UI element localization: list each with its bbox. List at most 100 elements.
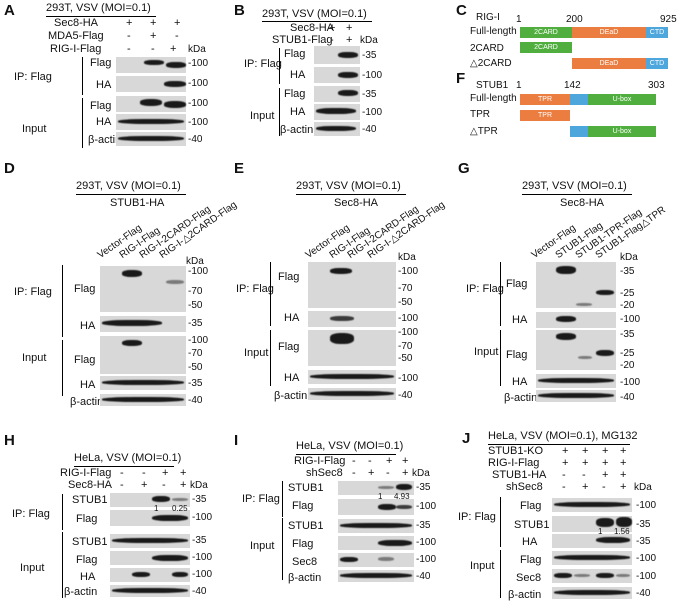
domain-ctd: CTD xyxy=(646,58,668,69)
band xyxy=(132,572,150,577)
residue-label: 200 xyxy=(566,14,583,25)
quant-value: 1.56 xyxy=(614,527,630,536)
sign: - xyxy=(127,43,131,55)
marker: -20 xyxy=(620,360,635,371)
band xyxy=(596,518,614,527)
panel-letter: E xyxy=(234,160,245,177)
blot-label: Flag xyxy=(278,271,300,283)
domain-linker xyxy=(570,126,588,137)
band xyxy=(538,378,614,383)
ip-label: IP: Flag xyxy=(458,511,496,523)
band xyxy=(596,290,614,295)
band xyxy=(122,270,142,277)
sign: - xyxy=(386,467,390,479)
band xyxy=(102,320,162,326)
blot-label: STUB1 xyxy=(288,482,324,494)
row-label: STUB1-HA xyxy=(492,469,547,481)
sign: + xyxy=(620,457,627,469)
band xyxy=(396,505,412,509)
band xyxy=(164,101,186,108)
row-label: RIG-I-Flag xyxy=(488,457,540,469)
panel-letter: C xyxy=(456,2,467,19)
band xyxy=(310,391,394,396)
panel-title: 293T, VSV (MOI=0.1) xyxy=(46,2,151,14)
sign: + xyxy=(402,467,409,479)
panel-letter: G xyxy=(458,160,470,177)
ip-label: IP: Flag xyxy=(12,508,50,520)
blot-label: Flag xyxy=(74,283,96,295)
blot-label: STUB1 xyxy=(72,536,108,548)
band xyxy=(574,574,590,577)
marker: -100 xyxy=(188,117,209,128)
sign: - xyxy=(142,467,146,479)
marker: -40 xyxy=(188,134,203,145)
sign: - xyxy=(582,469,586,481)
blot-label: STUB1 xyxy=(72,494,108,506)
domain-tpr: TPR xyxy=(520,94,570,105)
marker: -70 xyxy=(188,286,203,297)
marker: -40 xyxy=(636,588,651,599)
blot-strip xyxy=(314,67,360,83)
band xyxy=(340,573,412,578)
kda-label: kDa xyxy=(398,252,416,263)
marker: -35 xyxy=(192,535,207,546)
blot-strip xyxy=(536,312,616,328)
band xyxy=(152,555,188,561)
band xyxy=(556,333,576,340)
marker: -70 xyxy=(398,283,413,294)
ip-label: IP: Flag xyxy=(14,286,52,298)
blot-label: HA xyxy=(522,536,538,548)
band xyxy=(338,90,358,96)
panel-title: 293T, VSV (MOI=0.1) xyxy=(76,180,181,192)
panel-letter: B xyxy=(234,2,245,19)
input-label: Input xyxy=(244,347,269,359)
marker: -100 xyxy=(636,553,657,564)
sign: + xyxy=(602,469,609,481)
kda-label: kDa xyxy=(188,44,206,55)
marker: -40 xyxy=(362,124,377,135)
marker: -100 xyxy=(398,373,419,384)
sign: - xyxy=(127,30,131,42)
marker: -35 xyxy=(188,378,203,389)
sign: + xyxy=(620,445,627,457)
panel-title: HeLa, VSV (MOI=0.1), MG132 xyxy=(488,430,638,442)
blot-label: β-actin xyxy=(64,586,98,598)
marker: -100 xyxy=(398,313,419,324)
quant-value: 4.93 xyxy=(394,492,410,501)
band xyxy=(554,502,630,507)
row-label: STUB1-Flag xyxy=(272,34,333,46)
residue-label: 1 xyxy=(516,14,522,25)
panel-letter: H xyxy=(4,432,15,449)
marker: -100 xyxy=(188,98,209,109)
marker: -35 xyxy=(636,536,651,547)
sign: + xyxy=(180,479,187,491)
blot-label: HA xyxy=(80,320,96,332)
band xyxy=(152,515,188,521)
sign: - xyxy=(120,467,124,479)
marker: -100 xyxy=(192,569,213,580)
blot-strip xyxy=(110,568,190,582)
row-label: RIG-I-Flag xyxy=(50,43,102,55)
blot-label: β-actin xyxy=(280,124,314,136)
panel-letter: A xyxy=(4,2,15,19)
band xyxy=(166,280,184,284)
marker: -35 xyxy=(416,482,431,493)
domain-ctd: CTD xyxy=(646,27,668,38)
band xyxy=(152,496,170,502)
band xyxy=(144,60,164,65)
marker: -35 xyxy=(362,50,377,61)
row-label: RIG-I-Flag xyxy=(294,455,346,467)
panel-letter: F xyxy=(456,70,466,87)
marker: -35 xyxy=(620,266,635,277)
sign: - xyxy=(602,481,606,493)
sign: + xyxy=(582,481,589,493)
band xyxy=(578,356,592,359)
quant-value: 0.25 xyxy=(172,504,188,513)
band xyxy=(554,555,630,560)
marker: -50 xyxy=(398,353,413,364)
sign: + xyxy=(170,43,177,55)
band xyxy=(340,523,412,528)
marker: -100 xyxy=(636,500,657,511)
sign: + xyxy=(620,481,627,493)
domain-linker xyxy=(570,94,588,105)
